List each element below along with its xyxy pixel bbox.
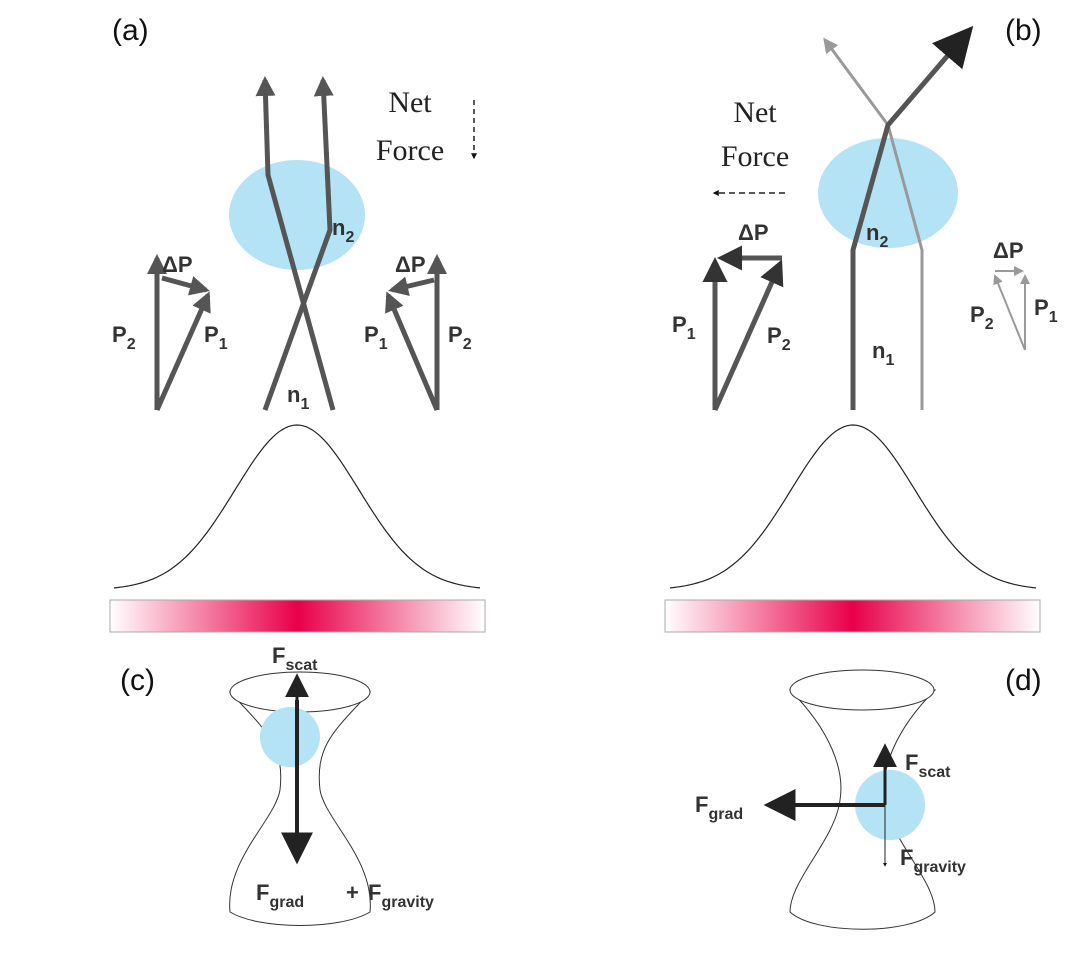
medium-index: n1 — [287, 382, 309, 413]
momentum-sub: 1 — [687, 326, 696, 343]
net-force-label: Net — [733, 96, 777, 129]
medium-index: n1 — [872, 338, 894, 369]
particle-index-sub: 2 — [879, 234, 888, 251]
force-label-main: F — [695, 792, 708, 817]
net-force-label: Net — [388, 86, 432, 119]
momentum-main: P — [767, 323, 782, 348]
intensity-profile — [670, 425, 1036, 588]
force-label: Fgrad — [695, 792, 743, 823]
medium-index-main: n — [872, 338, 885, 363]
momentum-main: P — [1034, 295, 1049, 320]
particle-index-main: n — [332, 215, 345, 240]
momentum: P1 — [1034, 295, 1058, 326]
momentum-main: P — [448, 322, 463, 347]
momentum-sub: 2 — [463, 336, 472, 353]
particle-index-main: n — [866, 220, 879, 245]
medium-index-sub: 1 — [300, 396, 309, 413]
particle-index-sub: 2 — [345, 229, 354, 246]
momentum: P1 — [672, 312, 696, 343]
net-force-label: Force — [376, 134, 444, 167]
delta-p: ΔP — [738, 220, 769, 245]
delta-p: ΔP — [993, 238, 1024, 263]
beam-bar — [110, 600, 485, 632]
panel-label: (b) — [1005, 14, 1042, 47]
vector — [157, 295, 208, 410]
momentum-sub: 1 — [219, 336, 228, 353]
delta-p: ΔP — [162, 252, 193, 277]
momentum-main: P — [364, 322, 379, 347]
plus-sign: + — [346, 880, 359, 905]
panel-label: (a) — [112, 14, 149, 47]
force-label-main: F — [905, 750, 918, 775]
momentum-main: P — [970, 302, 985, 327]
force-label-main: F — [256, 880, 269, 905]
force-label-sub: gravity — [381, 894, 434, 911]
beam-cone-top — [790, 670, 934, 710]
momentum-main: P — [112, 322, 127, 347]
force-label-sub: scat — [918, 764, 951, 781]
vector — [392, 280, 434, 290]
beam-cone-top — [230, 672, 370, 712]
force-label-sub: gravity — [913, 859, 966, 876]
force-label: Fscat — [905, 750, 951, 781]
momentum: P1 — [364, 322, 388, 353]
force-label-sub: grad — [269, 894, 304, 911]
medium-index-sub: 1 — [885, 352, 894, 369]
momentum: P2 — [970, 302, 994, 333]
force-label-sub: scat — [285, 657, 318, 674]
momentum-sub: 2 — [985, 316, 994, 333]
net-force-label: Force — [721, 140, 789, 173]
force-label: Fgravity — [368, 880, 434, 911]
momentum-sub: 2 — [782, 337, 791, 354]
panel-label: (d) — [1005, 664, 1042, 697]
vector — [388, 295, 437, 410]
vector — [995, 276, 1025, 350]
vector — [162, 278, 206, 290]
momentum-main: P — [204, 322, 219, 347]
momentum: P1 — [204, 322, 228, 353]
force-label-main: F — [368, 880, 381, 905]
momentum: P2 — [767, 323, 791, 354]
force-label: Fscat — [272, 643, 318, 674]
momentum-sub: 1 — [1049, 309, 1058, 326]
momentum-main: P — [672, 312, 687, 337]
force-label-sub: grad — [708, 806, 743, 823]
momentum-sub: 2 — [127, 336, 136, 353]
delta-p: ΔP — [395, 252, 426, 277]
medium-index-main: n — [287, 382, 300, 407]
panel-label: (c) — [120, 664, 155, 697]
force-label-main: F — [900, 845, 913, 870]
momentum: P2 — [448, 322, 472, 353]
momentum: P2 — [112, 322, 136, 353]
particle — [260, 707, 320, 767]
intensity-profile — [114, 425, 480, 588]
beam-bar — [665, 600, 1040, 632]
momentum-sub: 1 — [379, 336, 388, 353]
diagram: (a)(b)(c)(d)NetForcen2n1ΔPP2P1ΔPP1P2NetF… — [0, 0, 1072, 963]
force-label-main: F — [272, 643, 285, 668]
panel-d — [770, 670, 935, 929]
particle — [818, 138, 958, 248]
